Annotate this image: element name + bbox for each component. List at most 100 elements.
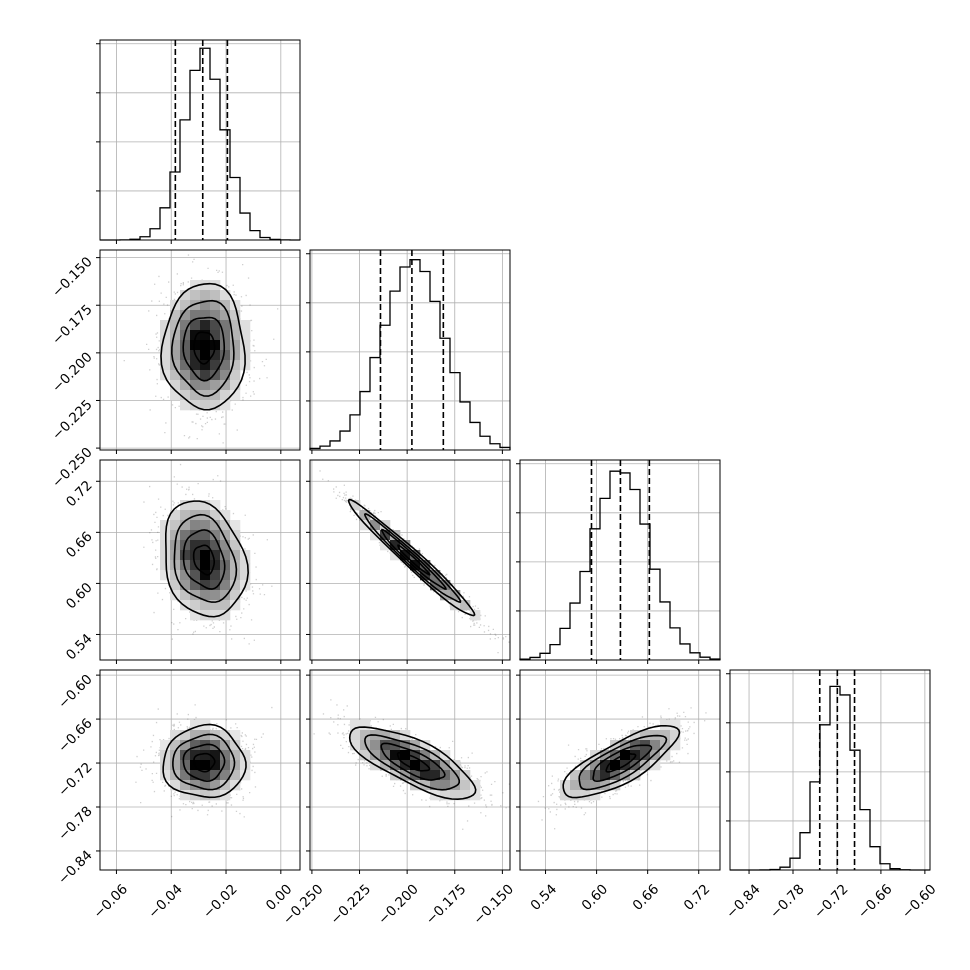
density-cell-1-0-11-6: [210, 310, 221, 321]
hist-step-3: [730, 685, 930, 871]
density-cell-2-0-12-15: [220, 610, 231, 621]
density-cell-2-0-6-9: [160, 550, 171, 561]
ytick-label-2-1: 0.60: [63, 580, 96, 613]
density-cell-2-0-9-11: [190, 570, 201, 581]
density-cell-3-0-7-6: [170, 730, 181, 741]
density-cell-3-2-9-8: [610, 750, 621, 761]
density-cell-2-0-13-13: [230, 590, 241, 601]
contour-2-0-0: [192, 544, 216, 576]
xtick-label-0-2: −0.02: [200, 881, 241, 922]
density-cell-3-2-10-10: [620, 770, 631, 781]
density-cell-2-0-9-14: [190, 600, 201, 611]
density-cell-3-0-7-9: [170, 760, 181, 771]
panel-frame-3-0: [99, 669, 301, 871]
density-cell-3-2-5-12: [570, 790, 581, 801]
density-cell-2-0-10-4: [200, 500, 211, 511]
density-cell-1-0-10-3: [200, 280, 211, 291]
density-cell-2-0-10-11: [200, 570, 211, 581]
density-cell-2-0-10-7: [200, 530, 211, 541]
density-cell-1-0-9-3: [190, 280, 201, 291]
ytick-label-3-2: −0.72: [55, 759, 96, 800]
density-cell-1-0-8-7: [180, 320, 191, 331]
density-cell-3-1-6-7: [370, 740, 381, 751]
density-cell-3-2-12-6: [640, 730, 651, 741]
xtick-label-3-3: −0.66: [855, 881, 896, 922]
density-cell-2-0-11-5: [210, 510, 221, 521]
density-cell-1-0-11-14: [210, 390, 221, 401]
density-cell-2-0-9-8: [190, 540, 201, 551]
density-cell-2-0-13-6: [230, 520, 241, 531]
density-cell-1-0-10-7: [200, 320, 211, 331]
density-cell-2-0-9-9: [190, 550, 201, 561]
density-cell-1-0-10-15: [200, 400, 211, 411]
density-cell-1-0-7-9: [170, 340, 181, 351]
density-cell-1-0-12-10: [220, 350, 231, 361]
density-cell-3-2-6-10: [580, 770, 591, 781]
density-cell-3-2-8-8: [600, 750, 611, 761]
density-cell-1-0-12-8: [220, 330, 231, 341]
density-cell-3-2-14-6: [660, 730, 671, 741]
density-cell-1-0-8-15: [180, 400, 191, 411]
density-cell-3-0-6-9: [160, 760, 171, 771]
density-cell-1-0-7-12: [170, 370, 181, 381]
density-cell-1-0-11-8: [210, 330, 221, 341]
density-cell-2-0-10-13: [200, 590, 211, 601]
density-cell-1-0-12-6: [220, 310, 231, 321]
density-cell-3-0-11-8: [210, 750, 221, 761]
density-cell-3-0-14-8: [240, 750, 251, 761]
xtick-label-1-2: −0.200: [375, 881, 422, 928]
density-cell-3-0-9-10: [190, 770, 201, 781]
density-cell-3-1-13-11: [440, 780, 451, 791]
density-cell-2-0-12-9: [220, 550, 231, 561]
density-cell-3-1-13-12: [440, 790, 451, 801]
density-cell-2-0-11-14: [210, 600, 221, 611]
density-cell-1-0-11-3: [210, 280, 221, 291]
contour-1-0-0: [193, 331, 216, 365]
density-cell-3-1-9-8: [400, 750, 411, 761]
density-cell-2-1-8-9: [390, 550, 401, 561]
density-cell-3-0-13-11: [230, 780, 241, 791]
density-cell-1-0-10-10: [200, 350, 211, 361]
density-cell-1-0-9-9: [190, 340, 201, 351]
density-cell-2-0-7-7: [170, 530, 181, 541]
panel-content-3-0: [135, 704, 273, 818]
density-cell-1-0-7-8: [170, 330, 181, 341]
density-cell-1-0-8-11: [180, 360, 191, 371]
contour-3-0-3: [162, 723, 247, 799]
density-cell-1-0-11-7: [210, 320, 221, 331]
density-cell-3-1-6-8: [370, 750, 381, 761]
density-cell-3-2-9-11: [610, 780, 621, 791]
density-cell-2-0-11-7: [210, 530, 221, 541]
density-cell-2-0-12-12: [220, 580, 231, 591]
density-cell-2-0-14-10: [240, 560, 251, 571]
density-cell-2-1-12-12: [430, 580, 441, 591]
density-cell-1-0-14-9: [240, 340, 251, 351]
density-cell-3-0-9-7: [190, 740, 201, 751]
density-cell-2-0-12-5: [220, 510, 231, 521]
density-cell-3-0-12-7: [220, 740, 231, 751]
density-cell-3-1-11-9: [420, 760, 431, 771]
density-cell-3-0-8-8: [180, 750, 191, 761]
density-cell-3-0-11-9: [210, 760, 221, 771]
density-cell-1-0-13-6: [230, 310, 241, 321]
density-cell-2-0-8-7: [180, 530, 191, 541]
density-cell-3-0-10-12: [200, 790, 211, 801]
density-cell-3-0-10-8: [200, 750, 211, 761]
density-cell-3-1-4-7: [350, 740, 361, 751]
density-cell-2-0-7-11: [170, 570, 181, 581]
xtick-label-3-4: −0.60: [899, 881, 940, 922]
density-cell-2-0-8-13: [180, 590, 191, 601]
density-cell-2-0-11-11: [210, 570, 221, 581]
density-cell-2-1-14-13: [450, 590, 461, 601]
contour-3-1-3: [348, 726, 477, 801]
ytick-label-1-3: −0.175: [49, 302, 96, 349]
density-cell-2-0-9-6: [190, 520, 201, 531]
density-cell-1-0-9-8: [190, 330, 201, 341]
density-cell-3-2-15-7: [670, 740, 681, 751]
density-cell-3-1-14-10: [450, 770, 461, 781]
density-cell-1-0-13-11: [230, 360, 241, 371]
ytick-label-3-0: −0.84: [55, 847, 96, 888]
panel-2-0: [96, 459, 301, 664]
density-cell-1-0-8-4: [180, 290, 191, 301]
density-cell-3-1-4-6: [350, 730, 361, 741]
